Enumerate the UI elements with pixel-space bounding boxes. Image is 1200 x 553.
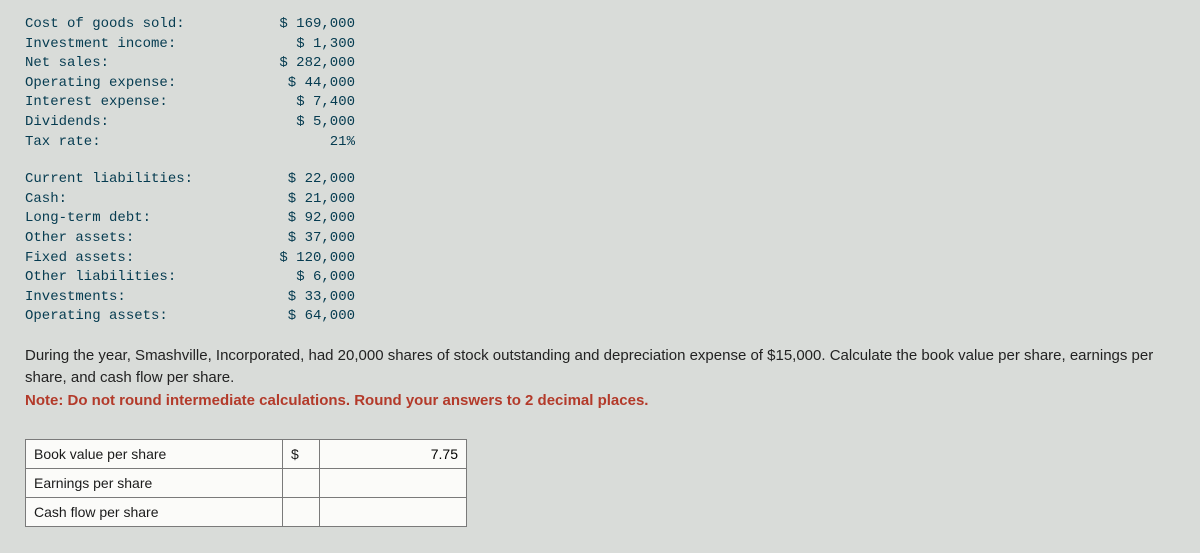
fin-row: Tax rate: 21%: [25, 133, 1175, 153]
question-note: Note: Do not round intermediate calculat…: [25, 392, 1175, 409]
fin-value: $ 169,000: [255, 15, 355, 35]
eps-input[interactable]: [328, 475, 458, 491]
balance-data-block: Current liabilities: $ 22,000 Cash: $ 21…: [25, 170, 1175, 327]
fin-label: Cost of goods sold:: [25, 15, 255, 35]
fin-label: Fixed assets:: [25, 249, 255, 269]
fin-row: Cost of goods sold: $ 169,000: [25, 15, 1175, 35]
answer-value-cell: [320, 469, 467, 498]
income-data-block: Cost of goods sold: $ 169,000 Investment…: [25, 15, 1175, 152]
book-value-input[interactable]: [328, 446, 458, 462]
fin-value: 21%: [255, 133, 355, 153]
fin-value: $ 44,000: [255, 74, 355, 94]
fin-label: Other assets:: [25, 229, 255, 249]
answer-row-eps: Earnings per share: [26, 469, 467, 498]
answer-currency: [283, 498, 320, 527]
fin-row: Investment income: $ 1,300: [25, 35, 1175, 55]
answer-label: Cash flow per share: [26, 498, 283, 527]
fin-value: $ 7,400: [255, 93, 355, 113]
fin-label: Operating assets:: [25, 307, 255, 327]
fin-row: Fixed assets: $ 120,000: [25, 249, 1175, 269]
answer-row-book-value: Book value per share $: [26, 440, 467, 469]
fin-row: Cash: $ 21,000: [25, 190, 1175, 210]
fin-value: $ 282,000: [255, 54, 355, 74]
fin-row: Operating assets: $ 64,000: [25, 307, 1175, 327]
answer-value-cell: [320, 498, 467, 527]
fin-row: Net sales: $ 282,000: [25, 54, 1175, 74]
fin-value: $ 1,300: [255, 35, 355, 55]
fin-label: Dividends:: [25, 113, 255, 133]
fin-label: Investments:: [25, 288, 255, 308]
fin-label: Other liabilities:: [25, 268, 255, 288]
fin-row: Interest expense: $ 7,400: [25, 93, 1175, 113]
fin-label: Investment income:: [25, 35, 255, 55]
fin-label: Current liabilities:: [25, 170, 255, 190]
fin-value: $ 120,000: [255, 249, 355, 269]
answer-value-cell: [320, 440, 467, 469]
fin-value: $ 6,000: [255, 268, 355, 288]
fin-label: Cash:: [25, 190, 255, 210]
fin-row: Long-term debt: $ 92,000: [25, 209, 1175, 229]
fin-row: Dividends: $ 5,000: [25, 113, 1175, 133]
fin-label: Net sales:: [25, 54, 255, 74]
fin-label: Interest expense:: [25, 93, 255, 113]
fin-row: Investments: $ 33,000: [25, 288, 1175, 308]
fin-value: $ 5,000: [255, 113, 355, 133]
fin-label: Long-term debt:: [25, 209, 255, 229]
fin-row: Current liabilities: $ 22,000: [25, 170, 1175, 190]
answer-label: Earnings per share: [26, 469, 283, 498]
fin-label: Tax rate:: [25, 133, 255, 153]
fin-value: $ 64,000: [255, 307, 355, 327]
fin-label: Operating expense:: [25, 74, 255, 94]
fin-row: Other liabilities: $ 6,000: [25, 268, 1175, 288]
fin-value: $ 92,000: [255, 209, 355, 229]
answer-currency: $: [283, 440, 320, 469]
answer-row-cfps: Cash flow per share: [26, 498, 467, 527]
fin-value: $ 22,000: [255, 170, 355, 190]
fin-row: Operating expense: $ 44,000: [25, 74, 1175, 94]
fin-row: Other assets: $ 37,000: [25, 229, 1175, 249]
question-instructions: During the year, Smashville, Incorporate…: [25, 345, 1175, 389]
fin-value: $ 37,000: [255, 229, 355, 249]
answer-table: Book value per share $ Earnings per shar…: [25, 439, 467, 527]
cfps-input[interactable]: [328, 504, 458, 520]
fin-value: $ 21,000: [255, 190, 355, 210]
answer-label: Book value per share: [26, 440, 283, 469]
fin-value: $ 33,000: [255, 288, 355, 308]
answer-currency: [283, 469, 320, 498]
